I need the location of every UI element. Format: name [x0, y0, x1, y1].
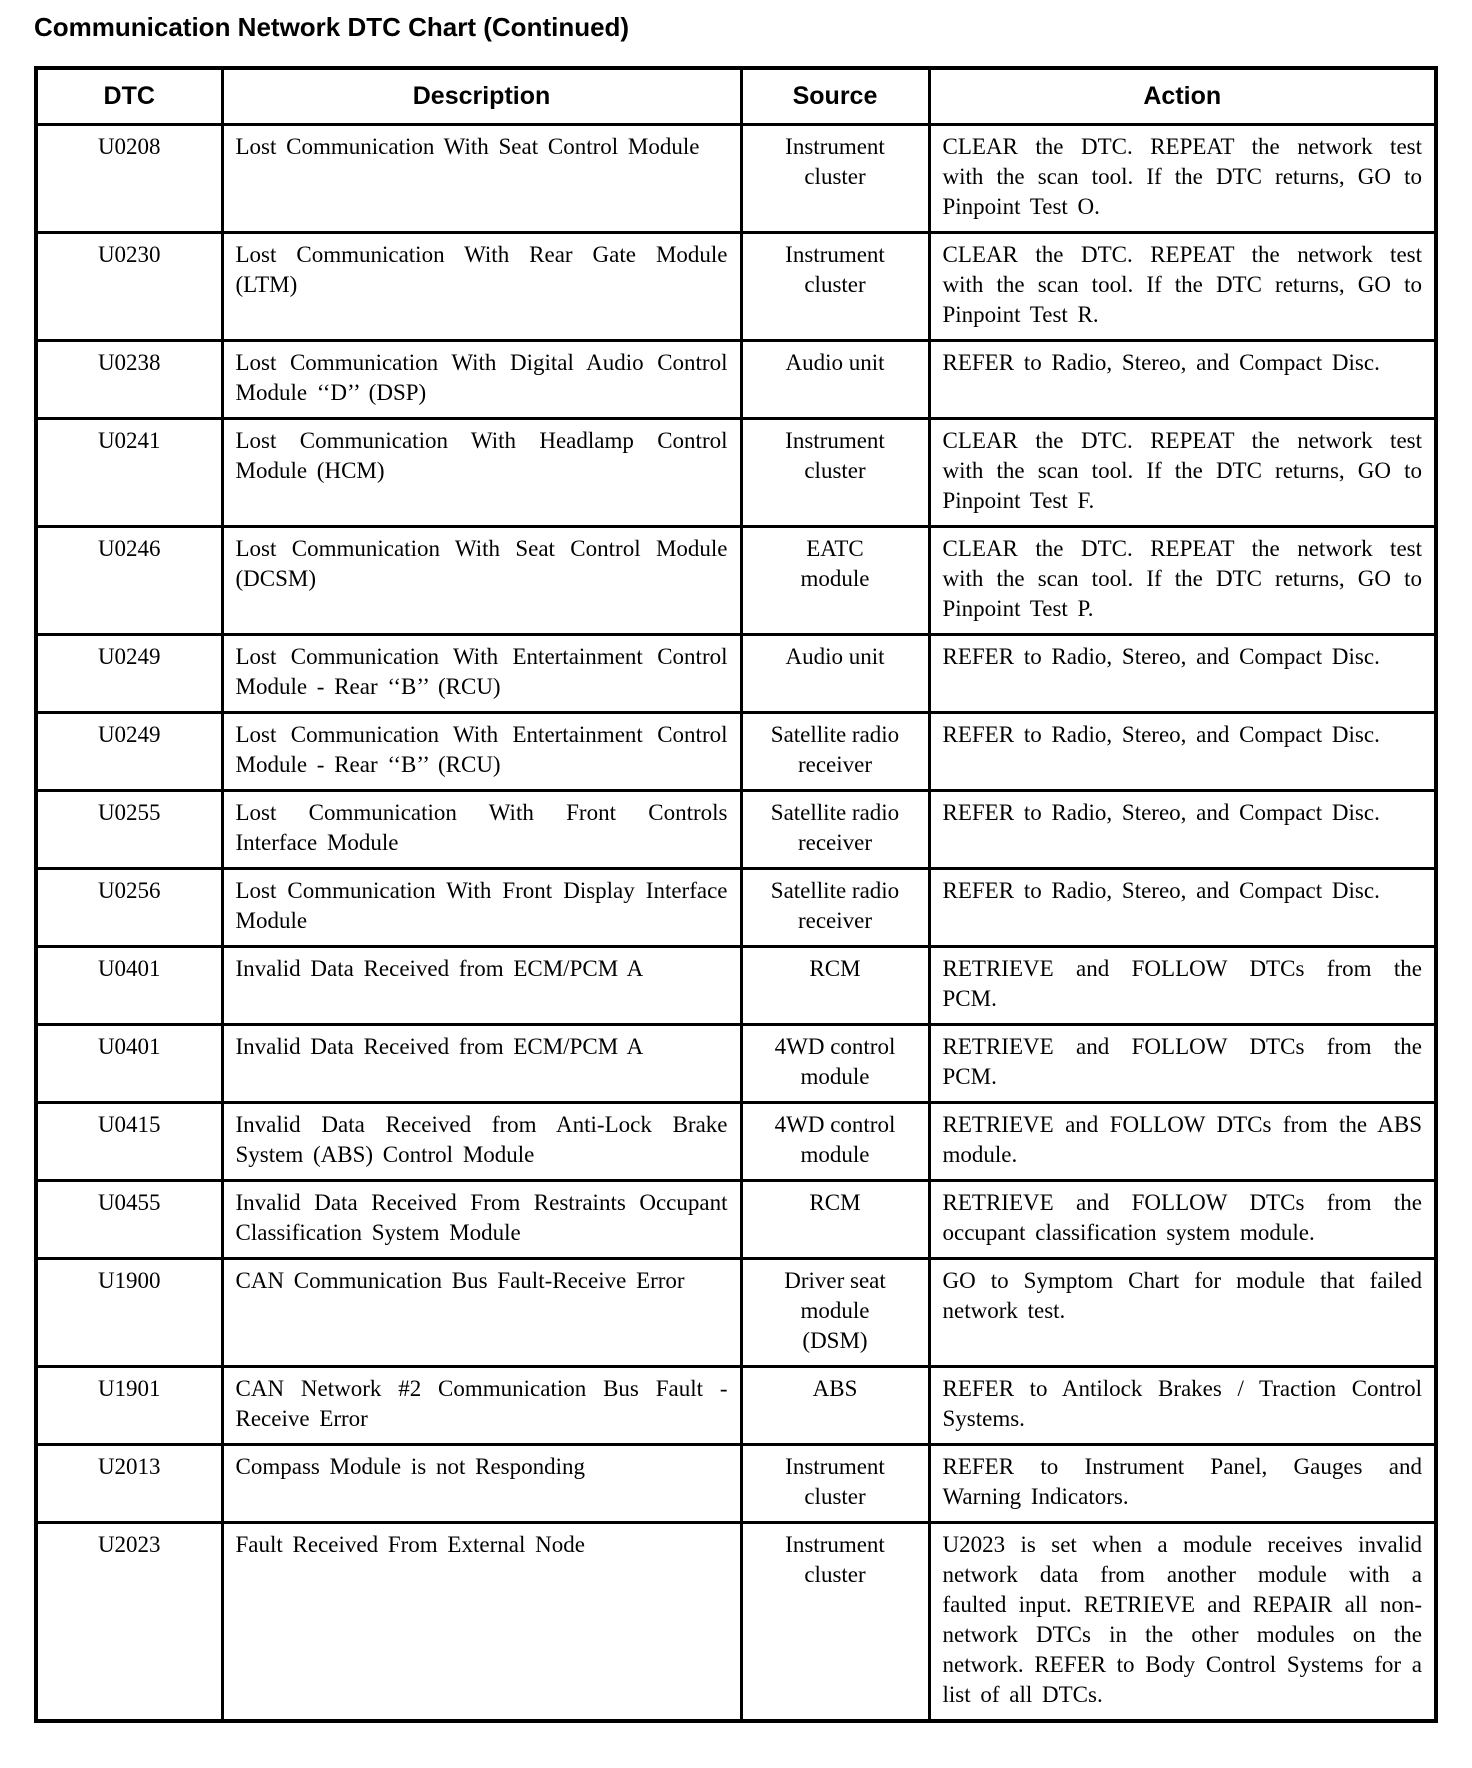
table-row: U1901 CAN Network #2 Communication Bus Fa…: [34, 1365, 1438, 1446]
table-row: U0246 Lost Communication With Seat Contro…: [34, 525, 1438, 636]
dtc-cell: U0401: [34, 945, 224, 1026]
table-row: U0208 Lost Communication With Seat Contro…: [34, 123, 1438, 234]
description-cell: Lost Communication With Front Display In…: [220, 867, 743, 948]
dtc-cell: U0401: [34, 1023, 224, 1104]
source-cell: RCM: [739, 945, 931, 1026]
description-cell: Lost Communication With Headlamp Control…: [220, 417, 743, 528]
action-cell: REFER to Radio, Stereo, and Compact Disc…: [927, 633, 1438, 714]
table-row: U0249 Lost Communication With Entertainme…: [34, 633, 1438, 714]
table-row: U0249 Lost Communication With Entertainme…: [34, 711, 1438, 792]
source-cell: 4WD control module: [739, 1023, 931, 1104]
source-cell: ABS: [739, 1365, 931, 1446]
description-cell: Compass Module is not Responding: [220, 1443, 743, 1524]
description-cell: Invalid Data Received From Restraints Oc…: [220, 1179, 743, 1260]
table-row: U0455 Invalid Data Received From Restrain…: [34, 1179, 1438, 1260]
page-title: Communication Network DTC Chart (Continu…: [34, 12, 630, 42]
dtc-cell: U0415: [34, 1101, 224, 1182]
dtc-table: DTC Description Source Action U0208 Lost …: [34, 66, 1438, 1723]
dtc-cell: U0208: [34, 123, 224, 234]
table-row: U1900 CAN Communication Bus Fault-Receive…: [34, 1257, 1438, 1368]
action-cell: REFER to Instrument Panel, Gauges and Wa…: [927, 1443, 1438, 1524]
action-cell: REFER to Antilock Brakes / Traction Cont…: [927, 1365, 1438, 1446]
table-row: U0230 Lost Communication With Rear Gate M…: [34, 231, 1438, 342]
source-cell: Satellite radio receiver: [739, 789, 931, 870]
column-header-action: Action: [927, 66, 1438, 126]
table-row: U0401 Invalid Data Received from ECM/PCM …: [34, 1023, 1438, 1104]
action-cell: REFER to Radio, Stereo, and Compact Disc…: [927, 711, 1438, 792]
table-row: U0256 Lost Communication With Front Displ…: [34, 867, 1438, 948]
action-cell: CLEAR the DTC. REPEAT the network test w…: [927, 417, 1438, 528]
description-cell: Invalid Data Received from ECM/PCM A: [220, 1023, 743, 1104]
action-cell: REFER to Radio, Stereo, and Compact Disc…: [927, 867, 1438, 948]
dtc-cell: U0249: [34, 711, 224, 792]
description-cell: Lost Communication With Digital Audio Co…: [220, 339, 743, 420]
description-cell: Fault Received From External Node: [220, 1521, 743, 1723]
action-cell: RETRIEVE and FOLLOW DTCs from the PCM.: [927, 1023, 1438, 1104]
column-header-source: Source: [739, 66, 931, 126]
source-cell: 4WD control module: [739, 1101, 931, 1182]
description-cell: CAN Network #2 Communication Bus Fault -…: [220, 1365, 743, 1446]
dtc-cell: U0230: [34, 231, 224, 342]
source-cell: Satellite radio receiver: [739, 867, 931, 948]
dtc-cell: U1901: [34, 1365, 224, 1446]
action-cell: RETRIEVE and FOLLOW DTCs from the occupa…: [927, 1179, 1438, 1260]
dtc-cell: U2023: [34, 1521, 224, 1723]
source-cell: Audio unit: [739, 339, 931, 420]
source-cell: RCM: [739, 1179, 931, 1260]
table-row: U0415 Invalid Data Received from Anti-Loc…: [34, 1101, 1438, 1182]
source-cell: Instrument cluster: [739, 123, 931, 234]
table-row: U2023 Fault Received From External Node In…: [34, 1521, 1438, 1723]
source-cell: EATC module: [739, 525, 931, 636]
description-cell: Lost Communication With Seat Control Mod…: [220, 525, 743, 636]
table-row: U2013 Compass Module is not Responding Ins…: [34, 1443, 1438, 1524]
table-header: DTC Description Source Action: [34, 66, 1438, 126]
action-cell: RETRIEVE and FOLLOW DTCs from the PCM.: [927, 945, 1438, 1026]
column-header-dtc: DTC: [34, 66, 224, 126]
source-cell: Instrument cluster: [739, 1443, 931, 1524]
dtc-cell: U2013: [34, 1443, 224, 1524]
dtc-cell: U0255: [34, 789, 224, 870]
description-cell: Lost Communication With Entertainment Co…: [220, 711, 743, 792]
description-cell: Lost Communication With Rear Gate Module…: [220, 231, 743, 342]
description-cell: Lost Communication With Front Controls I…: [220, 789, 743, 870]
source-cell: Instrument cluster: [739, 231, 931, 342]
action-cell: U2023 is set when a module receives inva…: [927, 1521, 1438, 1723]
source-cell: Satellite radio receiver: [739, 711, 931, 792]
dtc-cell: U1900: [34, 1257, 224, 1368]
action-cell: CLEAR the DTC. REPEAT the network test w…: [927, 231, 1438, 342]
description-cell: CAN Communication Bus Fault-Receive Erro…: [220, 1257, 743, 1368]
action-cell: GO to Symptom Chart for module that fail…: [927, 1257, 1438, 1368]
description-cell: Lost Communication With Entertainment Co…: [220, 633, 743, 714]
description-cell: Invalid Data Received from ECM/PCM A: [220, 945, 743, 1026]
header-row: DTC Description Source Action: [34, 66, 1438, 126]
dtc-cell: U0246: [34, 525, 224, 636]
action-cell: REFER to Radio, Stereo, and Compact Disc…: [927, 789, 1438, 870]
description-cell: Lost Communication With Seat Control Mod…: [220, 123, 743, 234]
description-cell: Invalid Data Received from Anti-Lock Bra…: [220, 1101, 743, 1182]
action-cell: CLEAR the DTC. REPEAT the network test w…: [927, 525, 1438, 636]
dtc-cell: U0238: [34, 339, 224, 420]
dtc-cell: U0241: [34, 417, 224, 528]
action-cell: REFER to Radio, Stereo, and Compact Disc…: [927, 339, 1438, 420]
source-cell: Audio unit: [739, 633, 931, 714]
table-body: U0208 Lost Communication With Seat Contro…: [34, 123, 1438, 1723]
table-row: U0255 Lost Communication With Front Contr…: [34, 789, 1438, 870]
table-row: U0401 Invalid Data Received from ECM/PCM …: [34, 945, 1438, 1026]
table-row: U0238 Lost Communication With Digital Aud…: [34, 339, 1438, 420]
source-cell: Instrument cluster: [739, 417, 931, 528]
dtc-cell: U0455: [34, 1179, 224, 1260]
column-header-description: Description: [220, 66, 743, 126]
dtc-cell: U0256: [34, 867, 224, 948]
source-cell: Instrument cluster: [739, 1521, 931, 1723]
action-cell: RETRIEVE and FOLLOW DTCs from the ABS mo…: [927, 1101, 1438, 1182]
table-row: U0241 Lost Communication With Headlamp Co…: [34, 417, 1438, 528]
source-cell: Driver seat module (DSM): [739, 1257, 931, 1368]
action-cell: CLEAR the DTC. REPEAT the network test w…: [927, 123, 1438, 234]
dtc-cell: U0249: [34, 633, 224, 714]
